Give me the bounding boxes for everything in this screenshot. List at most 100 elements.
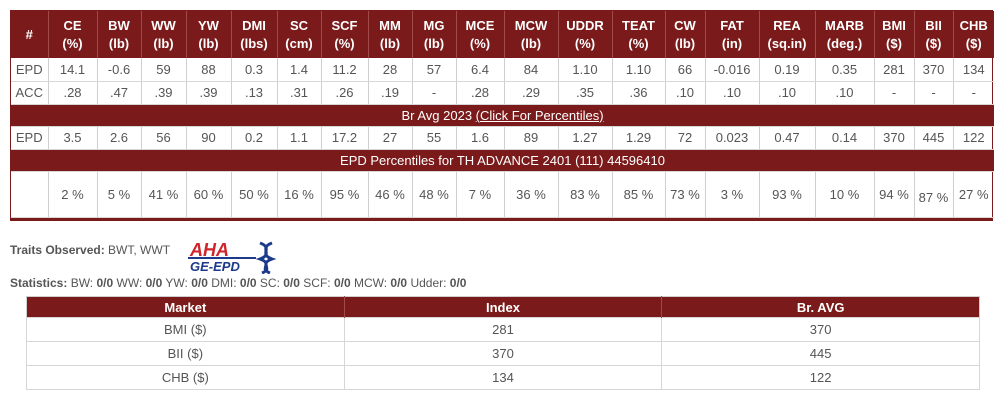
epd-values-row: EPD 14.1 -0.6 59 88 0.3 1.4 11.2 28 57 6.4 84 1.10 1.… xyxy=(11,58,994,82)
percentile-cell: 7 % xyxy=(456,171,505,218)
percentile-cell: 2 % xyxy=(48,171,98,218)
index-row: CHB ($) 134 122 xyxy=(26,365,980,390)
index-cell: 370 xyxy=(661,317,980,342)
header-cell: UDDR (%) xyxy=(558,11,613,58)
percentile-cell: 5 % xyxy=(97,171,142,218)
breed-average-cell: 370 xyxy=(874,126,915,150)
stat-label: DMI: xyxy=(207,276,240,290)
header-unit: (lb) xyxy=(198,35,219,51)
header-cell: # xyxy=(11,11,49,58)
stat-label: Statistics: xyxy=(10,276,68,290)
row-label xyxy=(11,171,49,218)
header-unit: (in) xyxy=(721,35,743,51)
header-unit: ($) xyxy=(925,35,942,51)
stat-label: SCF: xyxy=(299,276,334,290)
index-cell: 445 xyxy=(661,341,980,366)
accuracy-row: ACC .28.47.39.39.13.31.26.19- .28.29.35.36… xyxy=(11,81,994,105)
header-unit: (sq.in) xyxy=(767,35,807,51)
header-unit: (%) xyxy=(469,35,491,51)
accuracy-cell: - xyxy=(953,81,994,105)
statistics-line: Statistics: BW: 0/0 WW: 0/0 YW: 0/0 DMI:… xyxy=(10,276,466,290)
header-unit: (lb) xyxy=(674,35,696,51)
percentile-cell: 27 % xyxy=(953,171,994,218)
logo-top-text: AHA xyxy=(189,240,229,260)
epd-value-cell: 57 xyxy=(412,58,457,82)
header-trait: FAT xyxy=(720,17,744,33)
epd-value-cell: 0.35 xyxy=(815,58,875,82)
epd-value-cell: -0.016 xyxy=(705,58,760,82)
header-unit: (lb) xyxy=(108,35,130,51)
header-trait: BII xyxy=(925,17,942,33)
header-trait: DMI xyxy=(242,17,266,33)
header-unit: (%) xyxy=(334,35,355,51)
index-header-cell: Index xyxy=(344,296,663,318)
stat-value: 0/0 xyxy=(390,276,408,290)
epd-value-cell: 11.2 xyxy=(321,58,369,82)
accuracy-cell: .10 xyxy=(815,81,875,105)
stat-value: 0/0 xyxy=(96,276,114,290)
accuracy-cell: .28 xyxy=(48,81,98,105)
index-header-row: Market Index Br. AVG xyxy=(26,296,980,318)
accuracy-cell: .19 xyxy=(368,81,413,105)
index-cell: BII ($) xyxy=(26,341,345,366)
header-cell: YW (lb) xyxy=(186,11,232,58)
row-label: EPD xyxy=(11,58,49,82)
percentiles-row: 2 % 5 % 41 % 60 % 50 % 16 % 95 % 46 % 48 % 7 % 36 … xyxy=(11,171,994,218)
header-cell: CW (lb) xyxy=(665,11,706,58)
aha-ge-epd-logo: AHA GE-EPD xyxy=(188,240,278,275)
accuracy-cell: .26 xyxy=(321,81,369,105)
header-trait: SC xyxy=(289,17,309,33)
epd-value-cell: 66 xyxy=(665,58,706,82)
stat-value: 0/0 xyxy=(449,276,467,290)
breed-average-cell: 0.2 xyxy=(231,126,278,150)
epd-value-cell: 1.4 xyxy=(277,58,322,82)
percentile-cell: 60 % xyxy=(186,171,232,218)
header-unit: ($) xyxy=(965,35,982,51)
index-cell: CHB ($) xyxy=(26,365,345,390)
traits-label: Traits Observed: xyxy=(10,243,105,257)
epd-value-cell: 0.19 xyxy=(759,58,816,82)
breed-average-cell: 72 xyxy=(665,126,706,150)
epd-header-row: # CE (%) BW (lb) WW (lb) YW (lb) DMI (lbs) SC (cm) SC… xyxy=(11,11,994,58)
epd-value-cell: 59 xyxy=(141,58,187,82)
stat-value: 0/0 xyxy=(333,276,351,290)
epd-value-cell: 14.1 xyxy=(48,58,98,82)
index-row: BII ($) 370 445 xyxy=(26,341,980,366)
percentile-cell: 48 % xyxy=(412,171,457,218)
header-unit: (%) xyxy=(574,35,596,51)
percentile-cell: 94 % xyxy=(874,171,915,218)
percentile-cell: 3 % xyxy=(705,171,760,218)
header-unit: (lb) xyxy=(423,35,445,51)
header-cell: MM (lb) xyxy=(368,11,413,58)
stat-value: 0/0 xyxy=(145,276,163,290)
header-unit: (cm) xyxy=(285,35,313,51)
percentile-cell: 83 % xyxy=(558,171,613,218)
header-trait: WW xyxy=(151,17,176,33)
percentiles-link[interactable]: (Click For Percentiles) xyxy=(475,107,604,123)
header-trait: CW xyxy=(674,17,696,33)
header-trait: # xyxy=(25,26,33,42)
percentile-cell: 10 % xyxy=(815,171,875,218)
breed-average-cell: 3.5 xyxy=(48,126,98,150)
header-trait: CE xyxy=(63,17,82,33)
breed-average-title: Br Avg 2023 xyxy=(401,107,476,123)
percentile-cell: 93 % xyxy=(759,171,816,218)
index-row: BMI ($) 281 370 xyxy=(26,317,980,342)
row-label: ACC xyxy=(11,81,49,105)
accuracy-cell: .47 xyxy=(97,81,142,105)
breed-average-cell: 56 xyxy=(141,126,187,150)
header-unit: (lb) xyxy=(153,35,174,51)
percentiles-banner: EPD Percentiles for TH ADVANCE 2401 (111… xyxy=(11,149,994,172)
index-cell: 122 xyxy=(661,365,980,390)
stat-value: 0/0 xyxy=(239,276,257,290)
accuracy-cell: .13 xyxy=(231,81,278,105)
header-cell: CE (%) xyxy=(48,11,98,58)
header-trait: MG xyxy=(423,17,445,33)
header-cell: DMI (lbs) xyxy=(231,11,278,58)
breed-average-cell: 89 xyxy=(504,126,559,150)
breed-average-cell: 1.6 xyxy=(456,126,505,150)
index-cell: 281 xyxy=(343,317,663,342)
epd-value-cell: 370 xyxy=(914,58,954,82)
epd-value-cell: 88 xyxy=(186,58,232,82)
accuracy-cell: .10 xyxy=(759,81,816,105)
